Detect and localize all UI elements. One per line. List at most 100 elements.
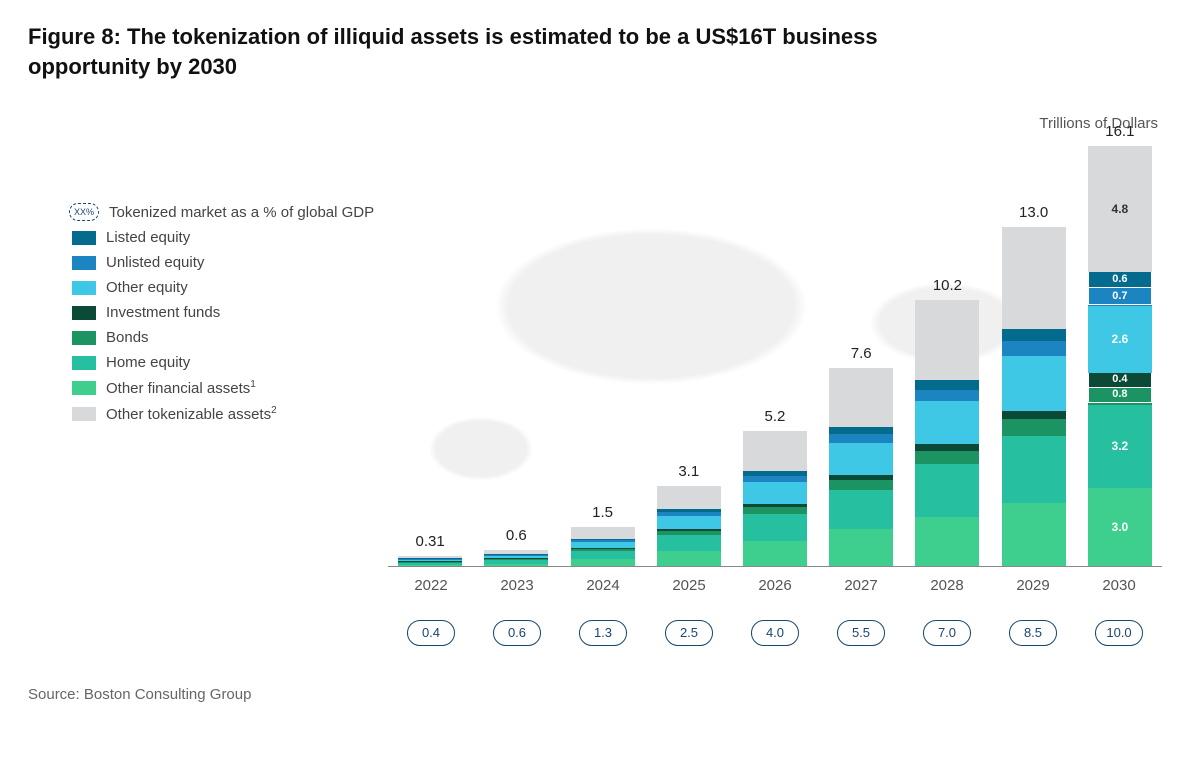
bar-segment-unlisted_equity (1002, 341, 1066, 356)
gdp-pill: 7.0 (923, 620, 971, 646)
bar-segment-bonds (743, 507, 807, 514)
legend-label: Unlisted equity (106, 254, 204, 271)
bar-segment-bonds (484, 559, 548, 560)
bar-column: 13.0 (994, 204, 1074, 566)
bar-segment-bonds (1002, 419, 1066, 436)
bar-segment-listed_equity (1002, 329, 1066, 342)
legend-swatch (72, 281, 96, 295)
plot-area: 0.310.61.53.15.27.610.213.016.13.03.20.8… (388, 147, 1162, 567)
stacked-bar (571, 527, 635, 566)
bar-segment-other_tokenizable (1002, 227, 1066, 328)
bar-segment-label: 2.6 (1088, 332, 1152, 346)
gdp-cell: 0.6 (475, 620, 559, 646)
x-tick-label: 2028 (905, 577, 989, 594)
stacked-bar (657, 486, 721, 567)
bar-segment-other_tokenizable: 4.8 (1088, 146, 1152, 271)
bar-segment-other_financial (398, 565, 462, 567)
bar-segment-other_equity (398, 560, 462, 561)
legend-item: Bonds (72, 329, 388, 346)
legend-label: Other financial assets1 (106, 379, 256, 397)
bar-total-label: 7.6 (851, 345, 872, 362)
legend-gdp-pill-icon: XX% (69, 203, 99, 221)
bar-total-label: 0.31 (416, 533, 445, 550)
bar-column: 5.2 (735, 408, 815, 567)
legend-item: Other financial assets1 (72, 379, 388, 397)
gdp-cell: 8.5 (991, 620, 1075, 646)
legend-item: Listed equity (72, 229, 388, 246)
stacked-bar (398, 556, 462, 566)
gdp-cell: 4.0 (733, 620, 817, 646)
gdp-cell: 5.5 (819, 620, 903, 646)
bar-column: 0.31 (390, 533, 470, 566)
bar-total-label: 0.6 (506, 527, 527, 544)
stacked-bar (743, 431, 807, 567)
bar-segment-unlisted_equity: 0.7 (1088, 287, 1152, 305)
bar-segment-investment_funds (657, 529, 721, 531)
bar-segment-other_tokenizable (657, 486, 721, 510)
gdp-pill: 1.3 (579, 620, 627, 646)
bar-segment-other_equity (915, 401, 979, 444)
x-tick-label: 2025 (647, 577, 731, 594)
chart: Trillions of Dollars 0.310.61.53.15.27.6… (388, 125, 1162, 646)
bar-segment-investment_funds: 0.4 (1088, 373, 1152, 383)
bar-segment-unlisted_equity (829, 434, 893, 443)
bar-segment-unlisted_equity (915, 390, 979, 401)
bar-segment-bonds (398, 562, 462, 563)
stacked-bar (1002, 227, 1066, 566)
bar-segment-other_equity (484, 556, 548, 559)
bar-segment-investment_funds (1002, 411, 1066, 419)
gdp-cell: 2.5 (647, 620, 731, 646)
gdp-pill: 2.5 (665, 620, 713, 646)
bar-segment-unlisted_equity (657, 512, 721, 516)
stacked-bar (915, 300, 979, 566)
bar-segment-unlisted_equity (398, 559, 462, 560)
bar-total-label: 5.2 (765, 408, 786, 425)
legend-item: Unlisted equity (72, 254, 388, 271)
gdp-pill: 5.5 (837, 620, 885, 646)
bar-segment-bonds (657, 531, 721, 535)
legend: XX% Tokenized market as a % of global GD… (28, 125, 388, 646)
bar-total-label: 3.1 (678, 463, 699, 480)
bar-total-label: 16.1 (1105, 123, 1134, 140)
bar-segment-other_tokenizable (743, 431, 807, 471)
content-row: XX% Tokenized market as a % of global GD… (28, 125, 1162, 646)
bar-column: 16.13.03.20.80.42.60.70.64.8 (1080, 123, 1160, 566)
source-line: Source: Boston Consulting Group (28, 686, 1162, 703)
gdp-pill: 8.5 (1009, 620, 1057, 646)
bar-segment-other_financial (1002, 503, 1066, 566)
x-tick-label: 2023 (475, 577, 559, 594)
legend-swatch (72, 306, 96, 320)
bar-segment-investment_funds (829, 475, 893, 480)
x-axis: 202220232024202520262027202820292030 (388, 577, 1162, 594)
x-tick-label: 2030 (1077, 577, 1161, 594)
x-tick-label: 2024 (561, 577, 645, 594)
bar-total-label: 10.2 (933, 277, 962, 294)
legend-label: Bonds (106, 329, 149, 346)
gdp-cell: 0.4 (389, 620, 473, 646)
bar-column: 0.6 (476, 527, 556, 567)
bar-segment-other_tokenizable (915, 300, 979, 379)
bar-column: 3.1 (649, 463, 729, 567)
legend-swatch (72, 331, 96, 345)
bar-column: 7.6 (821, 345, 901, 566)
bar-segment-bonds: 0.8 (1088, 384, 1152, 405)
bar-segment-home_equity (484, 560, 548, 563)
legend-label: Listed equity (106, 229, 190, 246)
x-tick-label: 2022 (389, 577, 473, 594)
stacked-bar: 3.03.20.80.42.60.70.64.8 (1088, 146, 1152, 566)
bar-segment-other_financial (571, 559, 635, 566)
bar-total-label: 13.0 (1019, 204, 1048, 221)
bar-segment-other_equity (829, 443, 893, 475)
bar-segment-label: 3.2 (1088, 439, 1152, 453)
bar-segment-other_financial (915, 517, 979, 567)
bar-segment-investment_funds (571, 548, 635, 549)
bar-segment-home_equity (829, 490, 893, 529)
bar-segment-unlisted_equity (571, 540, 635, 542)
stacked-bar (829, 368, 893, 566)
legend-swatch (72, 356, 96, 370)
legend-gdp-pill-label: Tokenized market as a % of global GDP (109, 204, 374, 221)
legend-item: Other tokenizable assets2 (72, 405, 388, 423)
bar-segment-listed_equity (743, 471, 807, 476)
legend-label: Other tokenizable assets2 (106, 405, 277, 423)
bar-segment-label: 3.0 (1088, 520, 1152, 534)
